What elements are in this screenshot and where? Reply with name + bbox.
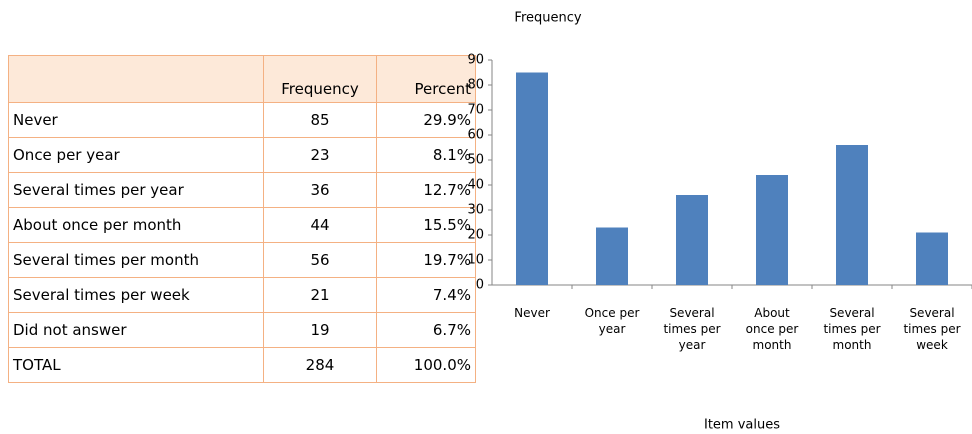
table-row: Several times per week 21 7.4% [8,277,476,313]
y-tick-label: 50 [467,153,484,168]
table-cell: Never [8,102,264,138]
bar [676,195,708,285]
y-tick-label: 70 [467,103,484,118]
table-cell: Several times per year [8,172,264,208]
table-row: TOTAL 284 100.0% [8,347,476,383]
table-cell: 15.5% [376,207,476,243]
table-cell: 8.1% [376,137,476,173]
table-cell: Once per year [8,137,264,173]
y-tick-label: 20 [467,228,484,243]
y-tick-label: 80 [467,78,484,93]
table-cell: 19.7% [376,242,476,278]
bar [836,145,868,285]
header-cell [8,55,264,103]
bar [596,227,628,285]
frequency-table: Frequency Percent Never 85 29.9% Once per yea… [8,55,476,383]
table-cell: 21 [263,277,377,313]
table-cell: TOTAL [8,347,264,383]
table-cell: Several times per week [8,277,264,313]
y-tick-label: 90 [467,53,484,68]
y-tick-label: 0 [476,278,484,293]
header-cell: Percent [376,55,476,103]
table-cell: About once per month [8,207,264,243]
x-tick-label: Never [514,306,550,320]
table-cell: 56 [263,242,377,278]
table-cell: 284 [263,347,377,383]
bar [916,232,948,285]
table-cell: Several times per month [8,242,264,278]
x-tick-label: Several times per week [903,306,961,352]
x-tick-label: About once per month [745,306,799,352]
table-cell: Did not answer [8,312,264,348]
table-row: Several times per year 36 12.7% [8,172,476,208]
bar [756,175,788,285]
table-cell: 29.9% [376,102,476,138]
y-tick-label: 60 [467,128,484,143]
table-cell: 23 [263,137,377,173]
table-row: Did not answer 19 6.7% [8,312,476,348]
header-row: Frequency Percent [8,55,476,103]
table-cell: 6.7% [376,312,476,348]
x-tick-label: Several times per year [663,306,721,352]
table-row: Never 85 29.9% [8,102,476,138]
table-cell: 12.7% [376,172,476,208]
y-tick-label: 30 [467,203,484,218]
x-tick-label: Several times per month [823,306,881,352]
table-cell: 19 [263,312,377,348]
table-row: Several times per month 56 19.7% [8,242,476,278]
bar [516,72,548,285]
chart-title: Frequency [514,11,581,26]
table-row: Once per year 23 8.1% [8,137,476,173]
table-cell: 100.0% [376,347,476,383]
y-tick-label: 40 [467,178,484,193]
x-tick-label: Once per year [584,306,640,336]
x-axis-label: Item values [704,418,780,433]
y-tick-label: 10 [467,253,484,268]
table-cell: 36 [263,172,377,208]
